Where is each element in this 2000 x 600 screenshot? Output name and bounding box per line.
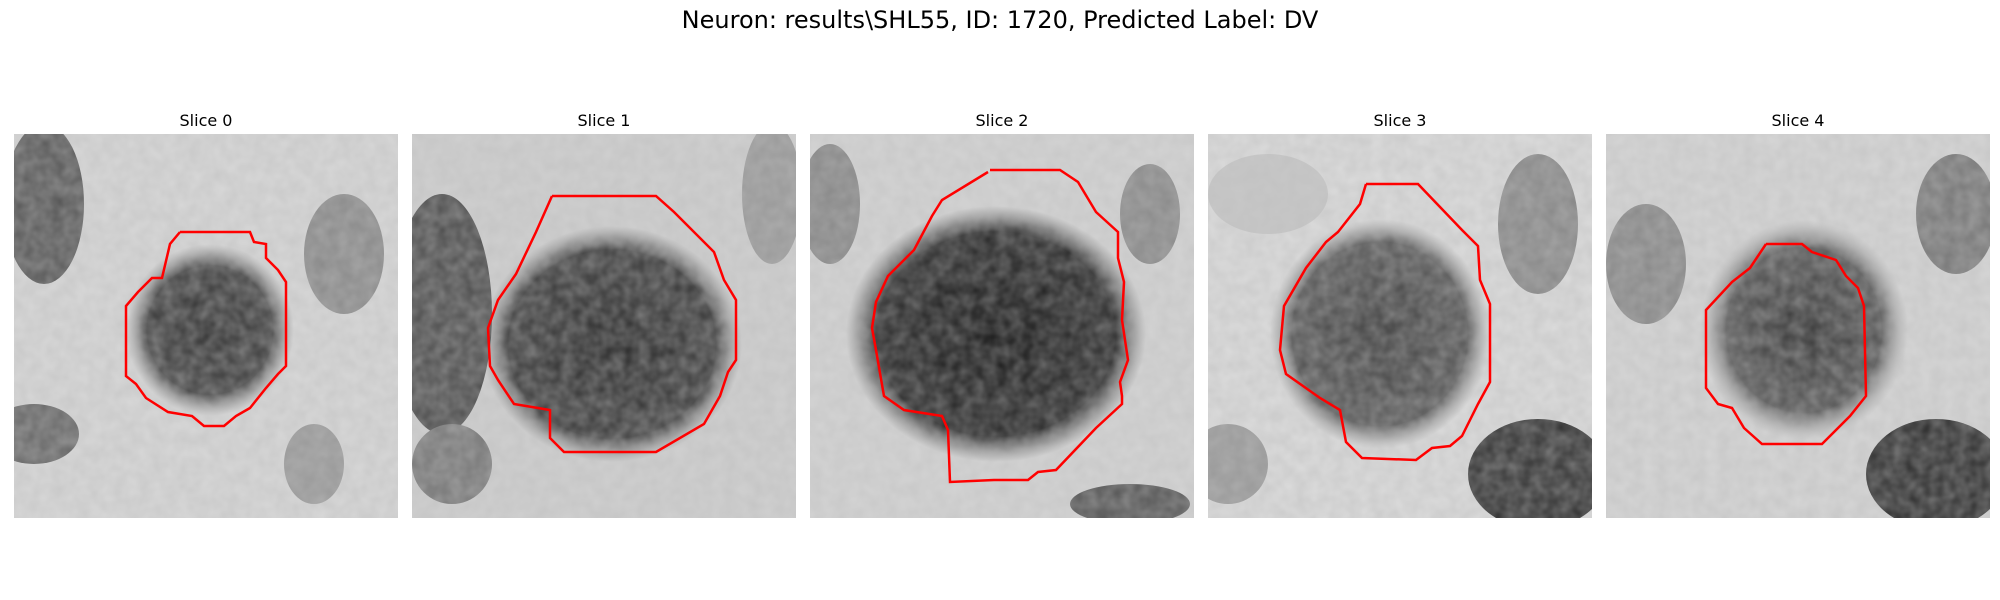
neuron-contour xyxy=(124,230,288,428)
slice-image-3 xyxy=(1208,134,1592,518)
slice-image-0 xyxy=(14,134,398,518)
slice-panel-0: Slice 0 xyxy=(14,108,398,518)
slice-panel-1: Slice 1 xyxy=(412,108,796,518)
neuron-contour xyxy=(486,194,738,454)
slice-title-3: Slice 3 xyxy=(1373,111,1427,130)
slice-title-4: Slice 4 xyxy=(1771,111,1825,130)
slice-image-4 xyxy=(1606,134,1990,518)
slice-title-2: Slice 2 xyxy=(975,111,1029,130)
slice-image-1 xyxy=(412,134,796,518)
slice-panel-2: Slice 2 xyxy=(810,108,1194,518)
neuron-contour xyxy=(1704,242,1868,446)
slice-panel-3: Slice 3 xyxy=(1208,108,1592,518)
slice-title-1: Slice 1 xyxy=(577,111,631,130)
slice-title-0: Slice 0 xyxy=(179,111,233,130)
neuron-contour xyxy=(1278,182,1492,462)
slice-image-2 xyxy=(810,134,1194,518)
slice-panel-4: Slice 4 xyxy=(1606,108,1990,518)
figure-title: Neuron: results\SHL55, ID: 1720, Predict… xyxy=(681,6,1319,34)
neuron-contour xyxy=(870,168,1130,484)
